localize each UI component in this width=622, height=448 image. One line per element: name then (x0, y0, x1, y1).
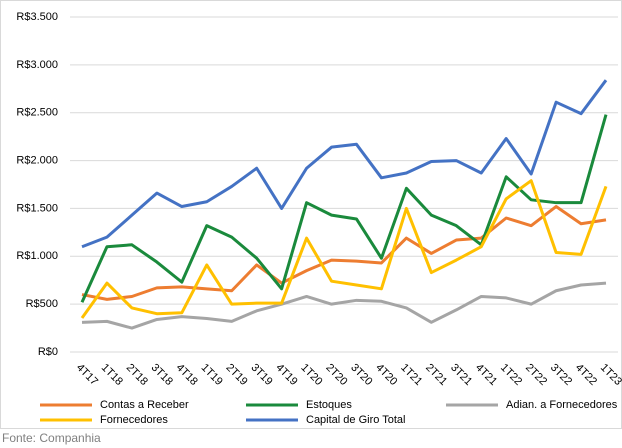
x-tick-label: 1T21 (398, 362, 424, 388)
y-tick-label: R$2.500 (16, 107, 58, 119)
x-tick-label: 1T20 (298, 362, 324, 388)
y-tick-label: R$0 (38, 346, 58, 358)
source-note: Fonte: Companhia (2, 431, 101, 445)
x-tick-label: 4T18 (174, 362, 200, 388)
x-tick-label: 3T20 (348, 362, 374, 388)
x-tick-label: 4T19 (273, 362, 299, 388)
x-tick-label: 3T19 (248, 362, 274, 388)
x-tick-label: 1T19 (199, 362, 225, 388)
legend-label: Contas a Receber (100, 399, 189, 411)
legend-label: Capital de Giro Total (306, 414, 405, 426)
x-tick-label: 3T18 (149, 362, 175, 388)
series-line (80, 179, 608, 319)
x-tick-label: 2T19 (224, 362, 250, 388)
series-line (81, 79, 608, 249)
series-line (81, 205, 607, 301)
series-line (81, 281, 607, 330)
y-tick-label: R$1.500 (16, 202, 58, 214)
x-tick-label: 2T20 (323, 362, 349, 388)
x-tick-label: 2T21 (423, 362, 449, 388)
x-tick-label: 2T22 (523, 362, 549, 388)
x-tick-label: 1T22 (498, 362, 524, 388)
legend-label: Estoques (306, 399, 352, 411)
x-tick-label: 4T17 (74, 362, 100, 388)
x-tick-label: 2T18 (124, 362, 150, 388)
y-tick-label: R$2.000 (16, 154, 58, 166)
y-tick-label: R$3.500 (16, 11, 58, 23)
y-tick-label: R$3.000 (16, 59, 58, 71)
x-tick-label: 3T21 (448, 362, 474, 388)
x-tick-label: 4T21 (473, 362, 499, 388)
legend-label: Adian. a Fornecedores (506, 399, 618, 411)
x-tick-label: 3T22 (548, 362, 574, 388)
x-tick-label: 4T20 (373, 362, 399, 388)
x-tick-label: 1T18 (99, 362, 125, 388)
legend-label: Fornecedores (100, 414, 168, 426)
x-tick-label: 4T22 (573, 362, 599, 388)
x-tick-label: 1T23 (598, 362, 622, 388)
y-tick-label: R$1.000 (16, 250, 58, 262)
y-tick-label: R$500 (26, 298, 58, 310)
